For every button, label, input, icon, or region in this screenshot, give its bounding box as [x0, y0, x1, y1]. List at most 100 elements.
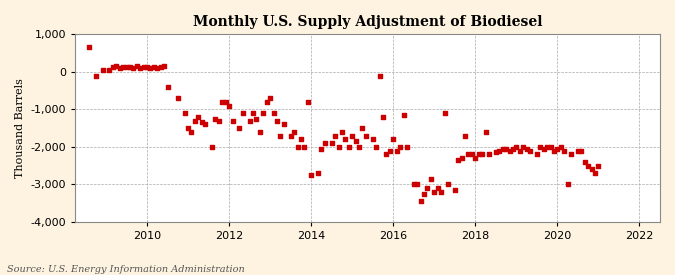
- Point: [333, 145, 344, 149]
- Point: [450, 188, 460, 192]
- Point: [539, 147, 549, 151]
- Point: [289, 130, 300, 134]
- Point: [128, 66, 139, 70]
- Point: [566, 152, 576, 156]
- Point: [286, 133, 296, 138]
- Point: [275, 133, 286, 138]
- Point: [104, 68, 115, 72]
- Point: [491, 150, 502, 155]
- Text: Source: U.S. Energy Information Administration: Source: U.S. Energy Information Administ…: [7, 265, 244, 274]
- Point: [90, 73, 101, 78]
- Point: [172, 96, 183, 100]
- Point: [107, 65, 118, 69]
- Point: [477, 152, 487, 156]
- Point: [531, 152, 542, 156]
- Point: [357, 126, 368, 130]
- Point: [521, 147, 532, 151]
- Point: [422, 186, 433, 190]
- Point: [238, 111, 248, 115]
- Point: [326, 141, 337, 145]
- Point: [261, 100, 272, 104]
- Point: [254, 130, 265, 134]
- Point: [337, 130, 348, 134]
- Point: [124, 65, 135, 69]
- Point: [152, 66, 163, 70]
- Point: [374, 73, 385, 78]
- Point: [586, 167, 597, 171]
- Point: [562, 182, 573, 186]
- Point: [443, 182, 454, 186]
- Point: [385, 148, 396, 153]
- Point: [145, 66, 156, 70]
- Point: [148, 65, 159, 69]
- Point: [460, 133, 470, 138]
- Point: [180, 111, 190, 115]
- Point: [480, 130, 491, 134]
- Point: [418, 191, 429, 196]
- Point: [159, 64, 169, 68]
- Point: [371, 145, 381, 149]
- Point: [590, 171, 601, 175]
- Point: [347, 133, 358, 138]
- Point: [535, 145, 545, 149]
- Point: [402, 145, 412, 149]
- Point: [268, 111, 279, 115]
- Point: [329, 133, 340, 138]
- Point: [296, 137, 306, 141]
- Point: [545, 145, 556, 149]
- Point: [576, 148, 587, 153]
- Point: [251, 116, 262, 121]
- Point: [501, 147, 512, 151]
- Point: [556, 145, 566, 149]
- Point: [470, 156, 481, 160]
- Point: [572, 148, 583, 153]
- Point: [84, 45, 95, 50]
- Point: [213, 118, 224, 123]
- Point: [463, 152, 474, 156]
- Point: [155, 65, 166, 70]
- Point: [135, 66, 146, 70]
- Point: [97, 68, 108, 72]
- Point: [549, 148, 560, 153]
- Point: [432, 186, 443, 190]
- Point: [381, 152, 392, 156]
- Point: [227, 118, 238, 123]
- Point: [497, 147, 508, 151]
- Point: [292, 145, 303, 149]
- Point: [360, 133, 371, 138]
- Point: [313, 171, 323, 175]
- Point: [196, 120, 207, 125]
- Point: [483, 152, 494, 156]
- Point: [350, 139, 361, 143]
- Point: [508, 147, 518, 151]
- Point: [121, 65, 132, 70]
- Point: [234, 126, 245, 130]
- Point: [306, 173, 317, 177]
- Point: [354, 145, 364, 149]
- Point: [111, 64, 122, 68]
- Point: [200, 122, 211, 127]
- Point: [265, 96, 275, 100]
- Point: [207, 145, 217, 149]
- Point: [593, 163, 604, 168]
- Point: [518, 145, 529, 149]
- Point: [217, 100, 227, 104]
- Point: [142, 65, 153, 70]
- Y-axis label: Thousand Barrels: Thousand Barrels: [15, 78, 25, 178]
- Point: [542, 145, 553, 149]
- Point: [466, 152, 477, 156]
- Point: [223, 103, 234, 108]
- Point: [258, 111, 269, 115]
- Point: [190, 118, 200, 123]
- Point: [278, 122, 289, 127]
- Point: [316, 147, 327, 151]
- Point: [524, 148, 535, 153]
- Point: [248, 111, 259, 115]
- Point: [559, 148, 570, 153]
- Point: [494, 148, 505, 153]
- Point: [117, 65, 128, 69]
- Point: [439, 111, 450, 115]
- Point: [340, 137, 351, 141]
- Point: [415, 199, 426, 203]
- Point: [395, 145, 406, 149]
